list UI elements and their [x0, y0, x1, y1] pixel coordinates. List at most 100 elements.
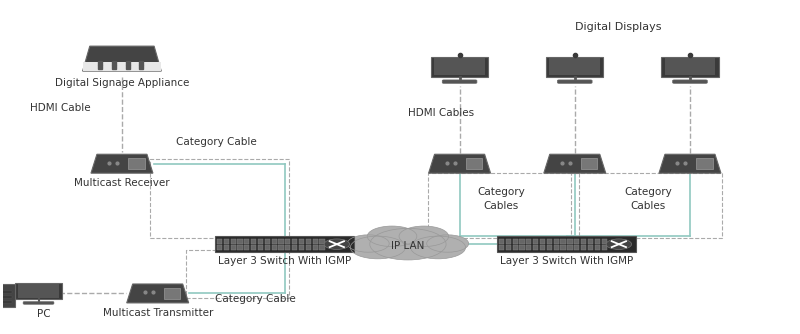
- FancyBboxPatch shape: [554, 245, 559, 250]
- FancyBboxPatch shape: [526, 245, 531, 250]
- FancyBboxPatch shape: [546, 245, 552, 250]
- FancyBboxPatch shape: [217, 239, 222, 244]
- FancyBboxPatch shape: [594, 245, 600, 250]
- FancyBboxPatch shape: [286, 239, 290, 244]
- FancyBboxPatch shape: [299, 245, 304, 250]
- FancyBboxPatch shape: [561, 245, 566, 250]
- FancyBboxPatch shape: [251, 245, 256, 250]
- FancyBboxPatch shape: [665, 58, 715, 75]
- FancyBboxPatch shape: [513, 245, 518, 250]
- Text: Digital Signage Appliance: Digital Signage Appliance: [54, 78, 189, 88]
- FancyBboxPatch shape: [519, 239, 525, 244]
- FancyBboxPatch shape: [164, 288, 180, 299]
- FancyBboxPatch shape: [561, 239, 566, 244]
- FancyBboxPatch shape: [498, 236, 636, 252]
- FancyBboxPatch shape: [224, 245, 229, 250]
- FancyBboxPatch shape: [23, 302, 54, 304]
- FancyBboxPatch shape: [278, 245, 284, 250]
- FancyBboxPatch shape: [306, 245, 311, 250]
- FancyBboxPatch shape: [0, 291, 12, 293]
- FancyBboxPatch shape: [499, 245, 504, 250]
- Circle shape: [367, 226, 417, 246]
- FancyBboxPatch shape: [319, 239, 325, 244]
- FancyBboxPatch shape: [215, 236, 354, 252]
- Polygon shape: [544, 154, 606, 173]
- FancyBboxPatch shape: [602, 245, 606, 250]
- FancyBboxPatch shape: [238, 245, 242, 250]
- FancyBboxPatch shape: [513, 239, 518, 244]
- FancyBboxPatch shape: [244, 245, 250, 250]
- FancyBboxPatch shape: [540, 239, 545, 244]
- FancyBboxPatch shape: [230, 239, 236, 244]
- FancyBboxPatch shape: [319, 245, 325, 250]
- FancyBboxPatch shape: [251, 239, 256, 244]
- FancyBboxPatch shape: [567, 239, 573, 244]
- FancyBboxPatch shape: [558, 80, 592, 83]
- FancyBboxPatch shape: [217, 245, 222, 250]
- FancyBboxPatch shape: [588, 239, 593, 244]
- FancyBboxPatch shape: [128, 158, 145, 169]
- FancyBboxPatch shape: [519, 245, 525, 250]
- FancyBboxPatch shape: [306, 239, 311, 244]
- FancyBboxPatch shape: [434, 58, 485, 75]
- FancyBboxPatch shape: [0, 296, 12, 298]
- FancyBboxPatch shape: [673, 80, 707, 83]
- Polygon shape: [429, 154, 490, 173]
- FancyBboxPatch shape: [18, 284, 59, 298]
- Text: Multicast Transmitter: Multicast Transmitter: [102, 308, 213, 318]
- FancyBboxPatch shape: [238, 239, 242, 244]
- Text: Category
Cables: Category Cables: [478, 187, 525, 211]
- FancyBboxPatch shape: [286, 245, 290, 250]
- FancyBboxPatch shape: [271, 245, 277, 250]
- FancyBboxPatch shape: [224, 239, 229, 244]
- FancyBboxPatch shape: [0, 284, 15, 307]
- FancyBboxPatch shape: [506, 245, 511, 250]
- Polygon shape: [82, 46, 162, 71]
- FancyBboxPatch shape: [533, 239, 538, 244]
- FancyBboxPatch shape: [550, 58, 600, 75]
- FancyBboxPatch shape: [244, 239, 250, 244]
- FancyBboxPatch shape: [574, 239, 579, 244]
- FancyBboxPatch shape: [278, 239, 284, 244]
- Circle shape: [606, 239, 631, 249]
- FancyBboxPatch shape: [431, 57, 488, 77]
- Text: Category
Cables: Category Cables: [624, 187, 672, 211]
- FancyBboxPatch shape: [82, 62, 162, 71]
- FancyBboxPatch shape: [292, 245, 298, 250]
- FancyBboxPatch shape: [554, 239, 559, 244]
- FancyBboxPatch shape: [265, 245, 270, 250]
- Circle shape: [324, 239, 350, 249]
- FancyBboxPatch shape: [602, 239, 606, 244]
- FancyBboxPatch shape: [466, 158, 482, 169]
- FancyBboxPatch shape: [546, 57, 603, 77]
- FancyBboxPatch shape: [662, 57, 718, 77]
- FancyBboxPatch shape: [292, 239, 298, 244]
- Text: HDMI Cables: HDMI Cables: [408, 108, 474, 118]
- FancyBboxPatch shape: [533, 245, 538, 250]
- Circle shape: [399, 226, 449, 246]
- Text: IP LAN: IP LAN: [391, 241, 425, 251]
- FancyBboxPatch shape: [0, 301, 12, 303]
- FancyBboxPatch shape: [299, 239, 304, 244]
- FancyBboxPatch shape: [696, 158, 713, 169]
- Circle shape: [370, 228, 446, 260]
- FancyBboxPatch shape: [313, 239, 318, 244]
- FancyBboxPatch shape: [546, 239, 552, 244]
- FancyBboxPatch shape: [574, 245, 579, 250]
- Text: HDMI Cable: HDMI Cable: [30, 103, 90, 113]
- Polygon shape: [91, 154, 153, 173]
- FancyBboxPatch shape: [567, 245, 573, 250]
- FancyBboxPatch shape: [265, 239, 270, 244]
- Polygon shape: [659, 154, 721, 173]
- Text: Layer 3 Switch With IGMP: Layer 3 Switch With IGMP: [218, 256, 351, 266]
- Text: Multicast Receiver: Multicast Receiver: [74, 178, 170, 188]
- FancyBboxPatch shape: [271, 239, 277, 244]
- Circle shape: [347, 235, 389, 252]
- FancyBboxPatch shape: [581, 158, 598, 169]
- Text: Category Cable: Category Cable: [215, 294, 296, 304]
- FancyBboxPatch shape: [313, 245, 318, 250]
- FancyBboxPatch shape: [499, 239, 504, 244]
- FancyBboxPatch shape: [15, 283, 62, 299]
- FancyBboxPatch shape: [540, 245, 545, 250]
- FancyBboxPatch shape: [594, 239, 600, 244]
